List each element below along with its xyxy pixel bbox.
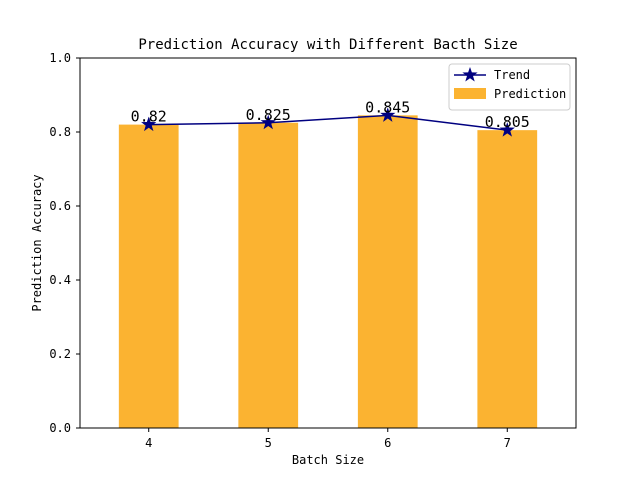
bar-4 (118, 124, 179, 428)
legend: Trend Prediction (448, 63, 571, 111)
plot-frame (79, 57, 577, 429)
bar-7 (477, 130, 538, 428)
trend-line-group (141, 107, 515, 137)
y-tick-label-0.2: 0.2 (49, 347, 71, 361)
legend-prediction-swatch (454, 88, 486, 99)
data-label-group: 0.82 0.825 0.845 0.805 (131, 98, 530, 131)
trend-point-6 (380, 107, 396, 122)
trend-point-4 (141, 116, 157, 132)
legend-prediction-label: Prediction (494, 87, 566, 101)
data-label-6: 0.845 (365, 98, 410, 116)
x-axis: 4 5 6 7 (145, 428, 511, 450)
bar-5 (238, 122, 299, 428)
x-tick-label-5: 5 (265, 436, 272, 450)
bar-6 (357, 115, 418, 428)
y-tick-label-0.6: 0.6 (49, 199, 71, 213)
y-tick-label-0.8: 0.8 (49, 125, 71, 139)
x-tick-label-7: 7 (504, 436, 511, 450)
chart-title: Prediction Accuracy with Different Bacth… (138, 37, 517, 53)
y-tick-label-0.0: 0.0 (49, 421, 71, 435)
data-label-7: 0.805 (485, 113, 530, 131)
trend-line (148, 114, 508, 131)
y-tick-label-0.4: 0.4 (49, 273, 71, 287)
y-axis-label: Prediction Accuracy (30, 174, 44, 311)
data-label-5: 0.825 (246, 106, 291, 124)
x-tick-label-6: 6 (384, 436, 391, 450)
trend-point-5 (260, 114, 276, 130)
data-label-4: 0.82 (131, 108, 167, 126)
x-axis-label: Batch Size (292, 453, 364, 467)
y-tick-label-1.0: 1.0 (49, 51, 71, 65)
bar-group (118, 115, 538, 428)
legend-trend-label: Trend (494, 68, 530, 82)
y-axis: 0.0 0.2 0.4 0.6 0.8 1.0 (49, 51, 80, 435)
trend-point-7 (499, 122, 515, 137)
x-tick-label-4: 4 (145, 436, 152, 450)
legend-trend-star-icon (462, 67, 478, 82)
